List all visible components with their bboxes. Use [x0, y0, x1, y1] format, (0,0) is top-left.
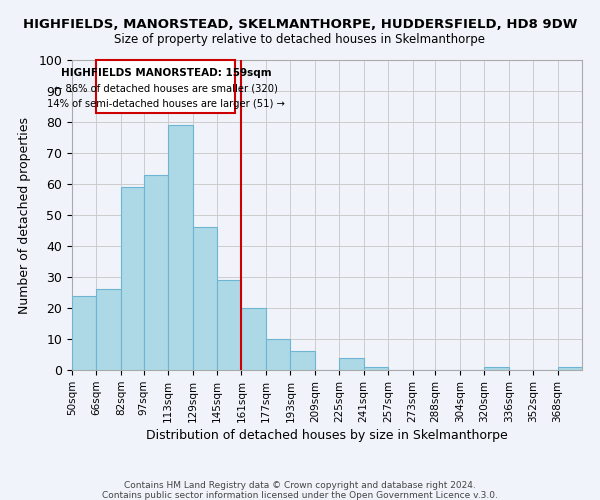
- Bar: [217, 280, 241, 370]
- Bar: [339, 358, 364, 370]
- Bar: [144, 174, 168, 370]
- Text: HIGHFIELDS, MANORSTEAD, SKELMANTHORPE, HUDDERSFIELD, HD8 9DW: HIGHFIELDS, MANORSTEAD, SKELMANTHORPE, H…: [23, 18, 577, 30]
- Text: ← 86% of detached houses are smaller (320): ← 86% of detached houses are smaller (32…: [54, 83, 278, 93]
- Bar: [557, 367, 582, 370]
- X-axis label: Distribution of detached houses by size in Skelmanthorpe: Distribution of detached houses by size …: [146, 429, 508, 442]
- Bar: [484, 367, 509, 370]
- Bar: [241, 308, 266, 370]
- Bar: [97, 290, 121, 370]
- Bar: [72, 296, 97, 370]
- Bar: [193, 228, 217, 370]
- Bar: [290, 352, 315, 370]
- Y-axis label: Number of detached properties: Number of detached properties: [19, 116, 31, 314]
- Bar: [121, 187, 144, 370]
- Text: HIGHFIELDS MANORSTEAD: 159sqm: HIGHFIELDS MANORSTEAD: 159sqm: [61, 68, 271, 78]
- Bar: [364, 367, 388, 370]
- Text: Contains public sector information licensed under the Open Government Licence v.: Contains public sector information licen…: [102, 491, 498, 500]
- Bar: [97, 60, 235, 112]
- Bar: [266, 339, 290, 370]
- Text: 14% of semi-detached houses are larger (51) →: 14% of semi-detached houses are larger (…: [47, 99, 285, 109]
- Text: Size of property relative to detached houses in Skelmanthorpe: Size of property relative to detached ho…: [115, 32, 485, 46]
- Bar: [168, 125, 193, 370]
- Text: Contains HM Land Registry data © Crown copyright and database right 2024.: Contains HM Land Registry data © Crown c…: [124, 481, 476, 490]
